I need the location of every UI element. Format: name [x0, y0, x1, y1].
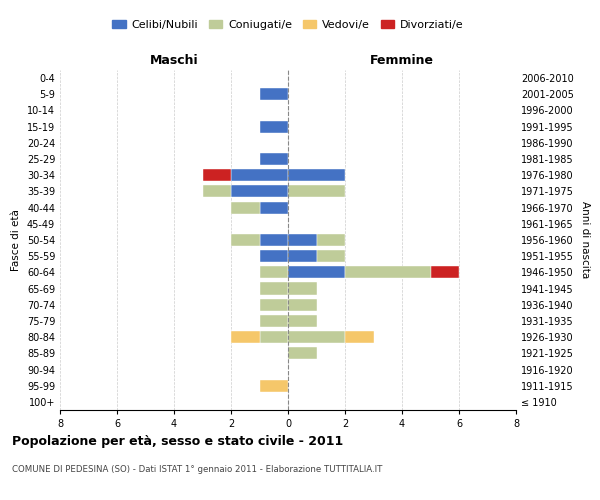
Bar — [260, 266, 288, 278]
Bar — [345, 331, 373, 343]
Bar — [288, 266, 345, 278]
Bar — [260, 120, 288, 132]
Bar — [288, 250, 317, 262]
Bar — [345, 266, 431, 278]
Bar — [231, 186, 288, 198]
Bar — [260, 250, 288, 262]
Bar — [260, 282, 288, 294]
Legend: Celibi/Nubili, Coniugati/e, Vedovi/e, Divorziati/e: Celibi/Nubili, Coniugati/e, Vedovi/e, Di… — [108, 16, 468, 34]
Text: COMUNE DI PEDESINA (SO) - Dati ISTAT 1° gennaio 2011 - Elaborazione TUTTITALIA.I: COMUNE DI PEDESINA (SO) - Dati ISTAT 1° … — [12, 465, 382, 474]
Bar — [260, 202, 288, 213]
Bar — [203, 186, 231, 198]
Bar — [288, 315, 317, 327]
Bar — [231, 169, 288, 181]
Bar — [288, 234, 317, 246]
Bar — [231, 234, 260, 246]
Bar — [288, 186, 345, 198]
Text: Maschi: Maschi — [149, 54, 199, 67]
Bar — [288, 348, 317, 360]
Bar — [317, 250, 345, 262]
Y-axis label: Anni di nascita: Anni di nascita — [580, 202, 590, 278]
Bar — [231, 202, 260, 213]
Bar — [203, 169, 231, 181]
Text: Femmine: Femmine — [370, 54, 434, 67]
Bar — [260, 153, 288, 165]
Bar — [288, 282, 317, 294]
Bar — [231, 331, 260, 343]
Bar — [260, 331, 288, 343]
Bar — [260, 88, 288, 101]
Bar — [260, 380, 288, 392]
Bar — [288, 169, 345, 181]
Bar — [317, 234, 345, 246]
Bar — [288, 331, 345, 343]
Bar — [260, 315, 288, 327]
Bar — [260, 298, 288, 311]
Bar — [288, 298, 317, 311]
Text: Popolazione per età, sesso e stato civile - 2011: Popolazione per età, sesso e stato civil… — [12, 435, 343, 448]
Bar — [260, 234, 288, 246]
Bar — [431, 266, 459, 278]
Y-axis label: Fasce di età: Fasce di età — [11, 209, 21, 271]
